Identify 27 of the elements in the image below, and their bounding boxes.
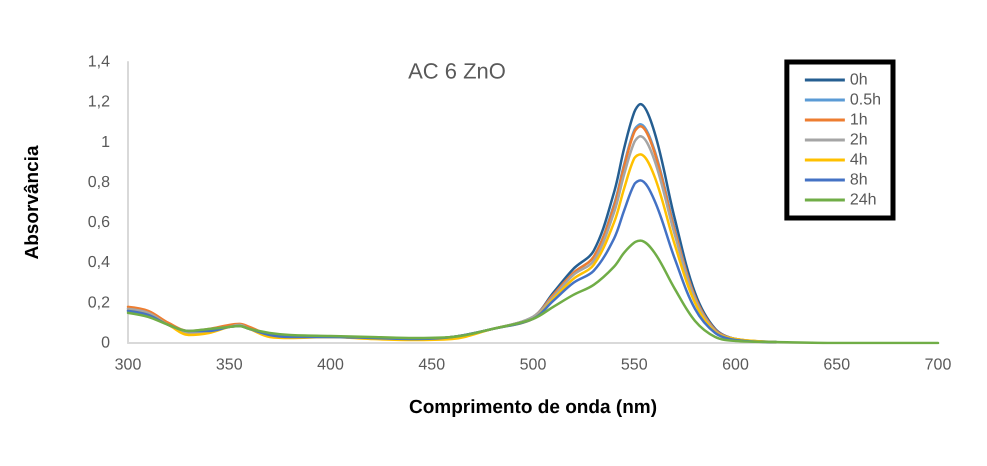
x-tick-label: 400 xyxy=(317,356,344,374)
legend-label: 0h xyxy=(850,72,868,88)
y-tick-label: 0,6 xyxy=(88,214,110,232)
legend-label: 0.5h xyxy=(850,92,881,108)
y-tick-label: 1 xyxy=(101,134,110,151)
x-tick-label: 550 xyxy=(620,356,648,374)
legend-label: 4h xyxy=(850,152,868,168)
y-tick-label: 1,2 xyxy=(88,94,110,111)
x-tick-label: 600 xyxy=(722,356,749,374)
y-tick-label: 0,8 xyxy=(88,174,110,191)
legend-label: 1h xyxy=(850,112,868,128)
legend-label: 24h xyxy=(850,192,877,208)
y-tick-label: 0 xyxy=(101,334,110,352)
y-tick-label: 0,4 xyxy=(88,254,110,272)
x-tick-label: 350 xyxy=(216,356,243,374)
x-tick-label: 700 xyxy=(924,356,952,374)
legend-label: 2h xyxy=(850,132,868,148)
x-tick-label: 650 xyxy=(823,356,850,374)
y-tick-label: 1,4 xyxy=(88,54,110,70)
legend-label: 8h xyxy=(850,172,868,188)
x-tick-label: 500 xyxy=(520,356,546,374)
y-tick-label: 0,2 xyxy=(88,294,110,312)
chart-title: AC 6 ZnO xyxy=(408,58,506,84)
x-tick-label: 450 xyxy=(418,356,446,374)
x-axis-title: Comprimento de onda (nm) xyxy=(408,397,658,418)
x-tick-label: 300 xyxy=(114,356,142,374)
y-axis-title: Absorvância xyxy=(22,145,43,260)
